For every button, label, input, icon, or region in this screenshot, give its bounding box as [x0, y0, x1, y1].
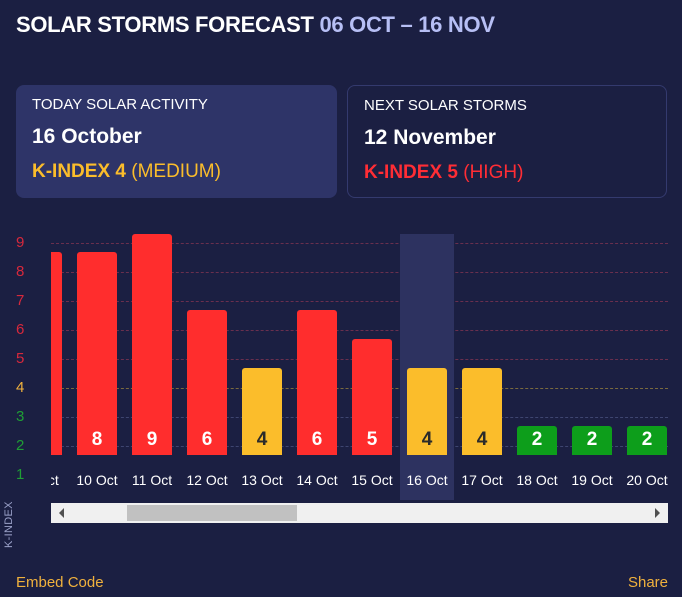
embed-code-link[interactable]: Embed Code — [16, 574, 104, 591]
bar-9-oct[interactable]: 8 — [51, 252, 62, 455]
gridline — [51, 330, 668, 332]
gridline — [51, 243, 668, 245]
y-tick-label: 9 — [16, 234, 25, 252]
bar-value-label: 9 — [146, 429, 158, 450]
bar-13-oct[interactable]: 4 — [242, 368, 282, 455]
y-tick-label: 8 — [16, 263, 25, 281]
today-label: TODAY SOLAR ACTIVITY — [32, 96, 208, 113]
x-tick-label: 15 Oct — [351, 472, 393, 488]
bar-value-label: 6 — [311, 429, 323, 450]
page-title: SOLAR STORMS FORECAST 06 OCT – 16 NOV — [16, 12, 495, 38]
bar-value-label: 8 — [91, 429, 103, 450]
x-tick-label: 12 Oct — [186, 472, 228, 488]
today-kindex: K-INDEX 4 (MEDIUM) — [32, 161, 321, 183]
next-kindex: K-INDEX 5 (HIGH) — [364, 162, 650, 184]
x-tick-label: 11 Oct — [131, 472, 173, 488]
scroll-left-arrow-icon[interactable] — [59, 508, 64, 518]
x-tick-label: 18 Oct — [516, 472, 558, 488]
gridline — [51, 272, 668, 274]
bar-15-oct[interactable]: 5 — [352, 339, 392, 455]
bar-14-oct[interactable]: 6 — [297, 310, 337, 455]
y-tick-label: 2 — [16, 437, 25, 455]
x-tick-label: 9 Oct — [51, 472, 59, 488]
bar-value-label: 4 — [256, 429, 268, 450]
scrollbar-thumb[interactable] — [127, 505, 297, 521]
today-level: (MEDIUM) — [131, 161, 221, 182]
y-tick-label: 6 — [16, 321, 25, 339]
next-storm-card: NEXT SOLAR STORMS 12 November K-INDEX 5 … — [347, 85, 667, 198]
x-tick-label: 17 Oct — [461, 472, 503, 488]
next-date: 12 November — [364, 126, 496, 149]
share-link[interactable]: Share — [627, 574, 668, 591]
chart-scrollbar[interactable] — [51, 503, 668, 523]
bar-11-oct[interactable]: 9 — [132, 234, 172, 455]
x-tick-label: 16 Oct — [406, 472, 448, 488]
y-axis-label: K-INDEX — [3, 501, 15, 548]
bar-19-oct[interactable]: 2 — [572, 426, 612, 455]
bar-20-oct[interactable]: 2 — [627, 426, 667, 455]
bar-value-label: 2 — [586, 429, 598, 450]
bar-value-label: 8 — [51, 429, 62, 451]
x-tick-label: 13 Oct — [241, 472, 283, 488]
bar-value-label: 4 — [421, 429, 433, 450]
gridline — [51, 301, 668, 303]
bar-10-oct[interactable]: 8 — [77, 252, 117, 455]
next-label: NEXT SOLAR STORMS — [364, 97, 527, 114]
bar-value-label: 6 — [201, 429, 213, 450]
next-kindex-value: K-INDEX 5 — [364, 162, 458, 183]
bar-12-oct[interactable]: 6 — [187, 310, 227, 455]
today-activity-card: TODAY SOLAR ACTIVITY 16 October K-INDEX … — [16, 85, 337, 198]
bar-value-label: 4 — [476, 429, 488, 450]
highlight-column — [400, 234, 454, 500]
today-kindex-value: K-INDEX 4 — [32, 161, 126, 182]
bar-value-label: 5 — [366, 429, 378, 450]
chart-viewport: 8 9 Oct 8 10 Oct 9 11 Oct 6 12 Oct 4 13 Oct 6 14 Oc… — [51, 225, 668, 500]
date-range: 06 OCT – 16 NOV — [319, 12, 495, 37]
x-tick-label: 20 Oct — [626, 472, 668, 488]
bar-value-label: 2 — [641, 429, 653, 450]
next-level: (HIGH) — [463, 162, 524, 183]
x-tick-label: 10 Oct — [76, 472, 118, 488]
bar-value-label: 2 — [531, 429, 543, 450]
x-tick-label: 19 Oct — [571, 472, 613, 488]
title-text: SOLAR STORMS FORECAST — [16, 12, 314, 37]
y-tick-label: 4 — [16, 379, 25, 397]
y-tick-label: 3 — [16, 408, 25, 426]
scroll-right-arrow-icon[interactable] — [655, 508, 660, 518]
bar-18-oct[interactable]: 2 — [517, 426, 557, 455]
bar-16-oct[interactable]: 4 — [407, 368, 447, 455]
y-tick-label: 1 — [16, 466, 25, 484]
y-tick-label: 5 — [16, 350, 25, 368]
x-tick-label: 14 Oct — [296, 472, 338, 488]
y-tick-label: 7 — [16, 292, 25, 310]
today-date: 16 October — [32, 125, 142, 148]
bar-17-oct[interactable]: 4 — [462, 368, 502, 455]
